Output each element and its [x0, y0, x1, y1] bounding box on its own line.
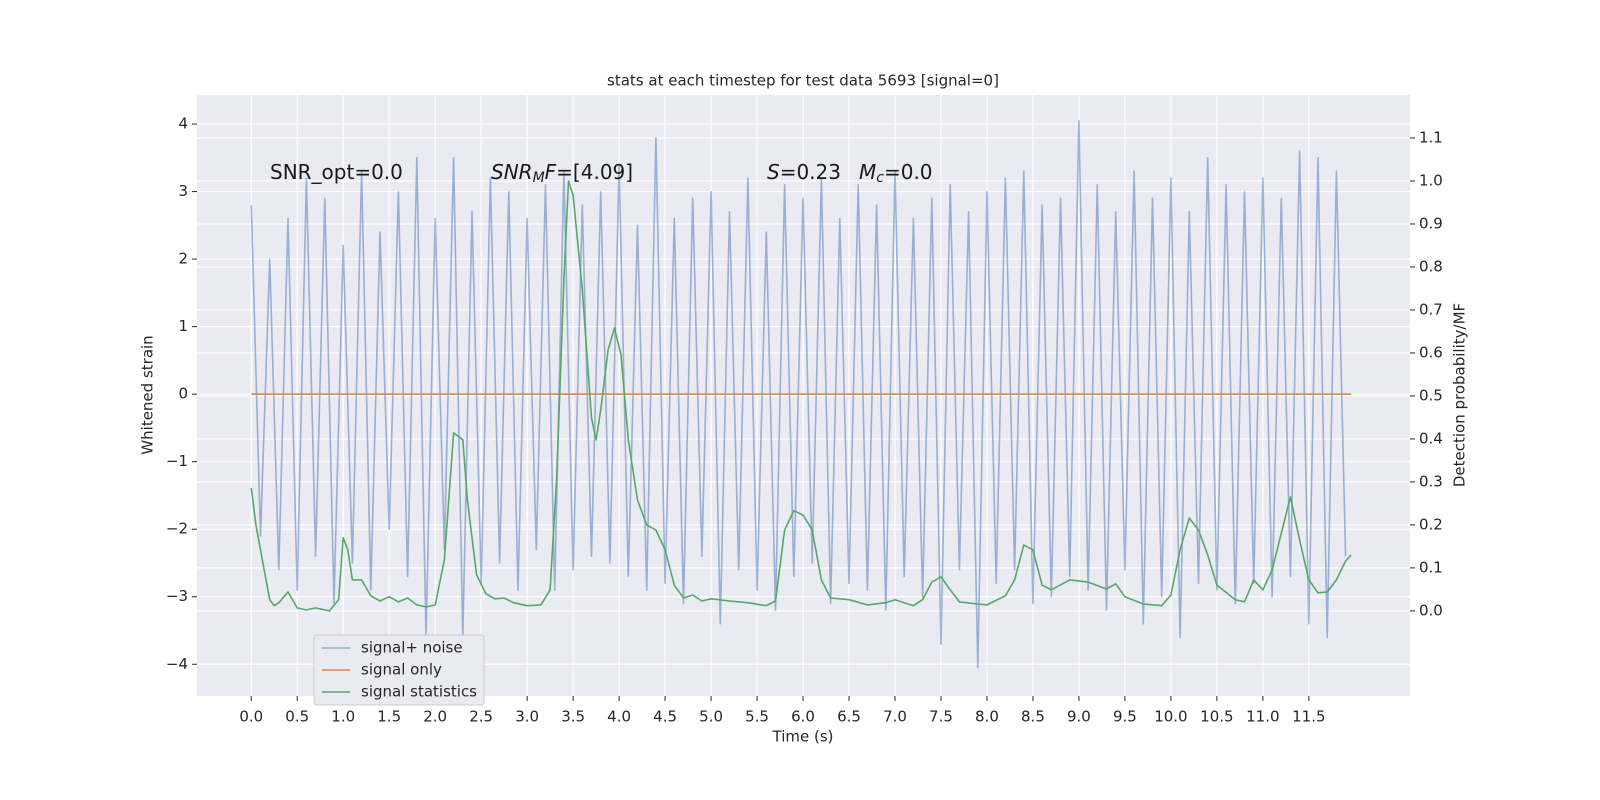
annotation-part: =[4.09] — [556, 160, 633, 184]
x-tick-label: 6.0 — [791, 708, 815, 726]
x-tick-label: 7.5 — [929, 708, 953, 726]
y-tick-label: 3 — [178, 182, 188, 200]
annotation: SNR_opt=0.0 — [270, 160, 403, 184]
y-tick-label: 0 — [178, 385, 188, 403]
y2-tick-label: 1.0 — [1419, 171, 1443, 189]
x-tick-label: 11.5 — [1292, 708, 1325, 726]
x-tick-label: 1.0 — [331, 708, 355, 726]
x-tick-label: 10.0 — [1154, 708, 1187, 726]
y-tick-label: 1 — [178, 317, 188, 335]
x-tick-label: 9.0 — [1067, 708, 1091, 726]
chart-title: stats at each timestep for test data 569… — [607, 72, 999, 90]
y2-tick-label: 0.3 — [1419, 472, 1443, 490]
annotation: Mc=0.0 — [859, 160, 933, 187]
x-tick-label: 0.0 — [239, 708, 263, 726]
x-tick-label: 1.5 — [377, 708, 401, 726]
annotation-part: M — [533, 170, 545, 186]
y2-tick-label: 0.9 — [1419, 214, 1443, 232]
x-axis-label: Time (s) — [772, 728, 834, 746]
legend-label: signal statistics — [361, 683, 477, 701]
y-tick-label: −2 — [166, 520, 188, 538]
x-tick-label: 2.5 — [469, 708, 493, 726]
y2-tick-label: 0.2 — [1419, 515, 1443, 533]
y-axis-label: Whitened strain — [139, 335, 157, 454]
annotation-part: =0.0 — [884, 160, 933, 184]
x-tick-label: 5.5 — [745, 708, 769, 726]
annotation-part: S — [767, 160, 780, 184]
legend-label: signal+ noise — [361, 639, 463, 657]
annotation-part: =0.23 — [780, 160, 841, 184]
y2-axis-label: Detection probability/MF — [1451, 303, 1469, 487]
y-tick-label: −4 — [166, 655, 188, 673]
annotation-part: M — [859, 160, 876, 184]
x-tick-label: 4.0 — [607, 708, 631, 726]
annotation-part: F — [545, 160, 557, 184]
x-tick-label: 11.0 — [1246, 708, 1279, 726]
annotation-part: SNR — [491, 160, 533, 184]
y2-tick-label: 0.0 — [1419, 601, 1443, 619]
x-tick-label: 3.5 — [561, 708, 585, 726]
y-tick-label: −1 — [166, 452, 188, 470]
series-line — [250, 119, 1347, 669]
annotation: SNRMF=[4.09] — [491, 160, 633, 187]
x-tick-label: 4.5 — [653, 708, 677, 726]
y2-tick-label: 0.6 — [1419, 343, 1443, 361]
x-tick-label: 5.0 — [699, 708, 723, 726]
y2-tick-label: 0.8 — [1419, 257, 1443, 275]
x-tick-label: 7.0 — [883, 708, 907, 726]
series-line — [250, 180, 1352, 612]
legend-label: signal only — [361, 661, 442, 679]
y2-tick-label: 0.4 — [1419, 429, 1443, 447]
y-tick-label: −3 — [166, 587, 188, 605]
annotation-part: SNR_opt=0.0 — [270, 160, 403, 184]
x-tick-label: 6.5 — [837, 708, 861, 726]
annotation: S=0.23 — [767, 160, 841, 184]
legend-box — [313, 634, 485, 706]
x-tick-label: 10.5 — [1200, 708, 1233, 726]
x-tick-label: 0.5 — [285, 708, 309, 726]
y2-tick-label: 1.1 — [1419, 128, 1443, 146]
y2-tick-label: 0.7 — [1419, 300, 1443, 318]
x-tick-label: 2.0 — [423, 708, 447, 726]
y-tick-label: 2 — [178, 250, 188, 268]
annotation-part: c — [876, 170, 884, 186]
x-tick-label: 9.5 — [1113, 708, 1137, 726]
y2-tick-label: 0.1 — [1419, 558, 1443, 576]
x-tick-label: 3.0 — [515, 708, 539, 726]
y-tick-label: 4 — [178, 115, 188, 133]
x-tick-label: 8.5 — [1021, 708, 1045, 726]
y2-tick-label: 0.5 — [1419, 386, 1443, 404]
x-tick-label: 8.0 — [975, 708, 999, 726]
